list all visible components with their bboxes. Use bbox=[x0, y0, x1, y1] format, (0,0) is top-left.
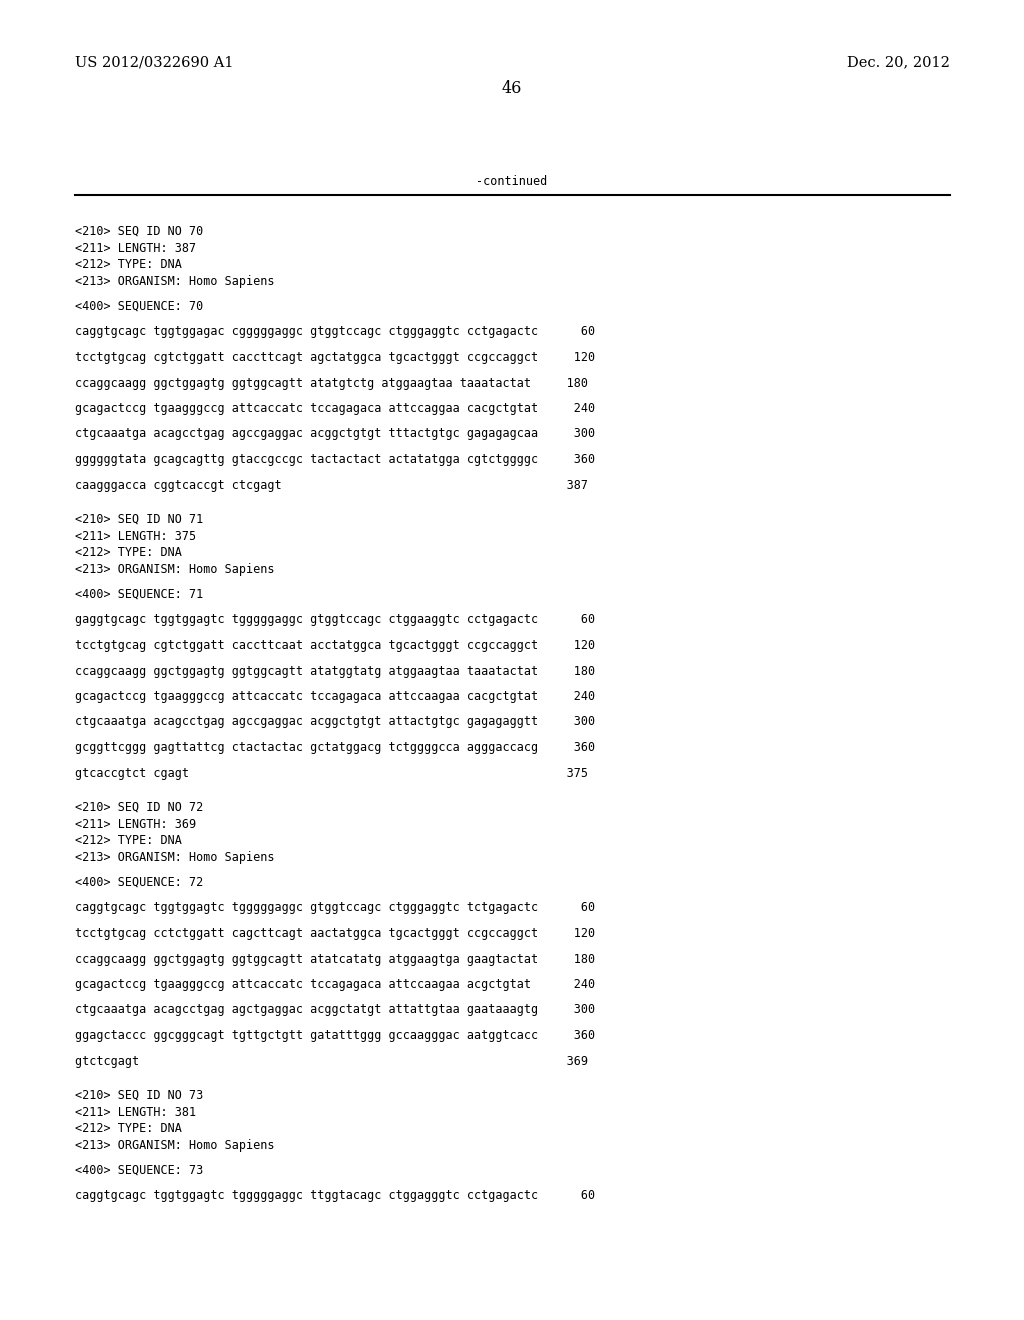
Text: Dec. 20, 2012: Dec. 20, 2012 bbox=[847, 55, 950, 69]
Text: gcagactccg tgaagggccg attcaccatc tccagagaca attccaggaa cacgctgtat     240: gcagactccg tgaagggccg attcaccatc tccagag… bbox=[75, 403, 595, 414]
Text: <212> TYPE: DNA: <212> TYPE: DNA bbox=[75, 834, 182, 847]
Text: gcagactccg tgaagggccg attcaccatc tccagagaca attccaagaa cacgctgtat     240: gcagactccg tgaagggccg attcaccatc tccagag… bbox=[75, 690, 595, 704]
Text: gtctcgagt                                                            369: gtctcgagt 369 bbox=[75, 1055, 588, 1068]
Text: caagggacca cggtcaccgt ctcgagt                                        387: caagggacca cggtcaccgt ctcgagt 387 bbox=[75, 479, 588, 491]
Text: <210> SEQ ID NO 71: <210> SEQ ID NO 71 bbox=[75, 513, 203, 525]
Text: ggagctaccc ggcgggcagt tgttgctgtt gatatttggg gccaagggac aatggtcacc     360: ggagctaccc ggcgggcagt tgttgctgtt gatattt… bbox=[75, 1030, 595, 1041]
Text: gtcaccgtct cgagt                                                     375: gtcaccgtct cgagt 375 bbox=[75, 767, 588, 780]
Text: <400> SEQUENCE: 71: <400> SEQUENCE: 71 bbox=[75, 587, 203, 601]
Text: <210> SEQ ID NO 70: <210> SEQ ID NO 70 bbox=[75, 224, 203, 238]
Text: <400> SEQUENCE: 70: <400> SEQUENCE: 70 bbox=[75, 300, 203, 313]
Text: 46: 46 bbox=[502, 81, 522, 96]
Text: <213> ORGANISM: Homo Sapiens: <213> ORGANISM: Homo Sapiens bbox=[75, 275, 274, 288]
Text: <211> LENGTH: 369: <211> LENGTH: 369 bbox=[75, 817, 197, 830]
Text: <211> LENGTH: 375: <211> LENGTH: 375 bbox=[75, 529, 197, 543]
Text: caggtgcagc tggtggagtc tgggggaggc ttggtacagc ctggagggtc cctgagactc      60: caggtgcagc tggtggagtc tgggggaggc ttggtac… bbox=[75, 1189, 595, 1203]
Text: tcctgtgcag cctctggatt cagcttcagt aactatggca tgcactgggt ccgccaggct     120: tcctgtgcag cctctggatt cagcttcagt aactatg… bbox=[75, 927, 595, 940]
Text: gcggttcggg gagttattcg ctactactac gctatggacg tctggggcca agggaccacg     360: gcggttcggg gagttattcg ctactactac gctatgg… bbox=[75, 741, 595, 754]
Text: <210> SEQ ID NO 73: <210> SEQ ID NO 73 bbox=[75, 1089, 203, 1102]
Text: tcctgtgcag cgtctggatt caccttcagt agctatggca tgcactgggt ccgccaggct     120: tcctgtgcag cgtctggatt caccttcagt agctatg… bbox=[75, 351, 595, 364]
Text: tcctgtgcag cgtctggatt caccttcaat acctatggca tgcactgggt ccgccaggct     120: tcctgtgcag cgtctggatt caccttcaat acctatg… bbox=[75, 639, 595, 652]
Text: -continued: -continued bbox=[476, 176, 548, 187]
Text: ccaggcaagg ggctggagtg ggtggcagtt atatcatatg atggaagtga gaagtactat     180: ccaggcaagg ggctggagtg ggtggcagtt atatcat… bbox=[75, 953, 595, 965]
Text: <213> ORGANISM: Homo Sapiens: <213> ORGANISM: Homo Sapiens bbox=[75, 562, 274, 576]
Text: <212> TYPE: DNA: <212> TYPE: DNA bbox=[75, 257, 182, 271]
Text: <400> SEQUENCE: 72: <400> SEQUENCE: 72 bbox=[75, 876, 203, 888]
Text: gaggtgcagc tggtggagtc tgggggaggc gtggtccagc ctggaaggtc cctgagactc      60: gaggtgcagc tggtggagtc tgggggaggc gtggtcc… bbox=[75, 614, 595, 627]
Text: ctgcaaatga acagcctgag agccgaggac acggctgtgt tttactgtgc gagagagcaa     300: ctgcaaatga acagcctgag agccgaggac acggctg… bbox=[75, 428, 595, 441]
Text: ggggggtata gcagcagttg gtaccgccgc tactactact actatatgga cgtctggggc     360: ggggggtata gcagcagttg gtaccgccgc tactact… bbox=[75, 453, 595, 466]
Text: <212> TYPE: DNA: <212> TYPE: DNA bbox=[75, 546, 182, 558]
Text: <213> ORGANISM: Homo Sapiens: <213> ORGANISM: Homo Sapiens bbox=[75, 1138, 274, 1151]
Text: ccaggcaagg ggctggagtg ggtggcagtt atatggtatg atggaagtaa taaatactat     180: ccaggcaagg ggctggagtg ggtggcagtt atatggt… bbox=[75, 664, 595, 677]
Text: <211> LENGTH: 387: <211> LENGTH: 387 bbox=[75, 242, 197, 255]
Text: <212> TYPE: DNA: <212> TYPE: DNA bbox=[75, 1122, 182, 1135]
Text: ctgcaaatga acagcctgag agctgaggac acggctatgt attattgtaa gaataaagtg     300: ctgcaaatga acagcctgag agctgaggac acggcta… bbox=[75, 1003, 595, 1016]
Text: ctgcaaatga acagcctgag agccgaggac acggctgtgt attactgtgc gagagaggtt     300: ctgcaaatga acagcctgag agccgaggac acggctg… bbox=[75, 715, 595, 729]
Text: caggtgcagc tggtggagac cgggggaggc gtggtccagc ctgggaggtc cctgagactc      60: caggtgcagc tggtggagac cgggggaggc gtggtcc… bbox=[75, 326, 595, 338]
Text: US 2012/0322690 A1: US 2012/0322690 A1 bbox=[75, 55, 233, 69]
Text: caggtgcagc tggtggagtc tgggggaggc gtggtccagc ctgggaggtc tctgagactc      60: caggtgcagc tggtggagtc tgggggaggc gtggtcc… bbox=[75, 902, 595, 915]
Text: gcagactccg tgaagggccg attcaccatc tccagagaca attccaagaa acgctgtat      240: gcagactccg tgaagggccg attcaccatc tccagag… bbox=[75, 978, 595, 991]
Text: <210> SEQ ID NO 72: <210> SEQ ID NO 72 bbox=[75, 801, 203, 814]
Text: <213> ORGANISM: Homo Sapiens: <213> ORGANISM: Homo Sapiens bbox=[75, 850, 274, 863]
Text: ccaggcaagg ggctggagtg ggtggcagtt atatgtctg atggaagtaa taaatactat     180: ccaggcaagg ggctggagtg ggtggcagtt atatgtc… bbox=[75, 376, 588, 389]
Text: <211> LENGTH: 381: <211> LENGTH: 381 bbox=[75, 1106, 197, 1118]
Text: <400> SEQUENCE: 73: <400> SEQUENCE: 73 bbox=[75, 1164, 203, 1177]
